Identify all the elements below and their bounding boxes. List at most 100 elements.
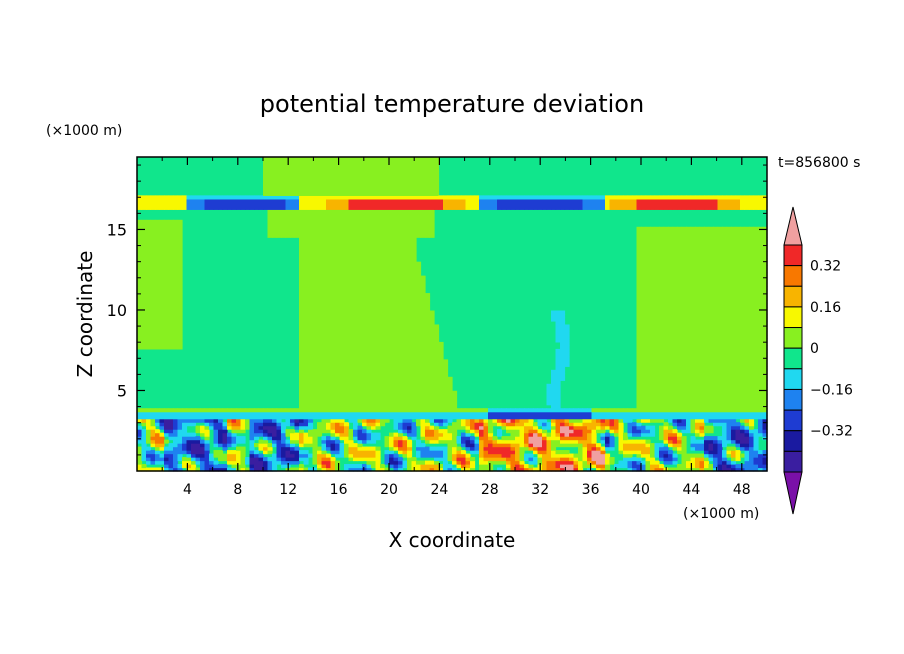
field-cell	[425, 450, 430, 454]
field-cell	[358, 188, 363, 192]
field-cell	[295, 450, 300, 454]
field-cell	[326, 269, 331, 273]
field-cell	[218, 426, 223, 430]
field-cell	[547, 457, 552, 461]
field-cell	[434, 192, 439, 196]
field-cell	[637, 387, 642, 391]
field-cell	[322, 436, 327, 440]
field-cell	[137, 321, 142, 325]
field-cell	[308, 359, 313, 363]
field-cell	[398, 199, 403, 203]
field-cell	[142, 436, 147, 440]
field-cell	[349, 335, 354, 339]
field-cell	[169, 293, 174, 297]
field-cell	[353, 262, 358, 266]
field-cell	[421, 293, 426, 297]
field-cell	[376, 335, 381, 339]
field-cell	[326, 293, 331, 297]
field-cell	[281, 213, 286, 217]
field-cell	[412, 290, 417, 294]
field-cell	[637, 279, 642, 283]
field-cell	[439, 457, 444, 461]
field-cell	[349, 230, 354, 234]
field-cell	[326, 241, 331, 245]
field-cell	[169, 422, 174, 426]
field-cell	[358, 244, 363, 248]
field-cell	[421, 419, 426, 423]
field-cell	[637, 317, 642, 321]
field-cell	[196, 195, 201, 199]
field-cell	[335, 331, 340, 335]
field-cell	[335, 185, 340, 189]
field-cell	[146, 422, 151, 426]
field-cell	[308, 216, 313, 220]
field-cell	[308, 209, 313, 213]
field-cell	[385, 412, 390, 416]
field-cell	[295, 419, 300, 423]
field-cell	[407, 255, 412, 259]
field-cell	[610, 440, 615, 444]
field-cell	[610, 436, 615, 440]
field-cell	[304, 408, 309, 412]
field-cell	[191, 440, 196, 444]
field-cell	[628, 195, 633, 199]
field-cell	[340, 167, 345, 171]
field-cell	[380, 286, 385, 290]
field-cell	[556, 426, 561, 430]
field-cell	[448, 457, 453, 461]
field-cell	[326, 426, 331, 430]
field-cell	[241, 412, 246, 416]
field-cell	[479, 433, 484, 437]
field-cell	[178, 248, 183, 252]
field-cell	[340, 248, 345, 252]
field-cell	[389, 269, 394, 273]
field-cell	[254, 195, 259, 199]
field-cell	[317, 457, 322, 461]
field-cell	[637, 335, 642, 339]
field-cell	[299, 223, 304, 227]
field-cell	[178, 429, 183, 433]
field-cell	[254, 412, 259, 416]
field-cell	[556, 338, 561, 342]
field-cell	[538, 433, 543, 437]
field-cell	[286, 415, 291, 419]
field-cell	[335, 359, 340, 363]
field-cell	[403, 380, 408, 384]
field-cell	[641, 311, 646, 315]
field-cell	[394, 206, 399, 210]
field-cell	[326, 464, 331, 468]
field-cell	[587, 199, 592, 203]
field-cell	[466, 415, 471, 419]
field-cell	[164, 440, 169, 444]
field-cell	[317, 199, 322, 203]
field-cell	[376, 380, 381, 384]
field-cell	[326, 272, 331, 276]
field-cell	[362, 283, 367, 287]
field-cell	[358, 199, 363, 203]
field-cell	[254, 450, 259, 454]
field-cell	[511, 408, 516, 412]
field-cell	[349, 290, 354, 294]
field-cell	[421, 349, 426, 353]
field-cell	[425, 394, 430, 398]
field-cell	[344, 307, 349, 311]
field-cell	[146, 202, 151, 206]
field-cell	[497, 206, 502, 210]
field-cell	[587, 202, 592, 206]
field-cell	[421, 443, 426, 447]
field-cell	[385, 279, 390, 283]
field-cell	[142, 443, 147, 447]
field-cell	[308, 419, 313, 423]
field-cell	[142, 331, 147, 335]
field-cell	[313, 206, 318, 210]
field-cell	[340, 380, 345, 384]
field-cell	[385, 359, 390, 363]
field-cell	[322, 244, 327, 248]
field-cell	[601, 457, 606, 461]
field-cell	[403, 436, 408, 440]
field-cell	[403, 405, 408, 409]
field-cell	[353, 188, 358, 192]
field-cell	[394, 279, 399, 283]
field-cell	[439, 447, 444, 451]
field-cell	[322, 167, 327, 171]
